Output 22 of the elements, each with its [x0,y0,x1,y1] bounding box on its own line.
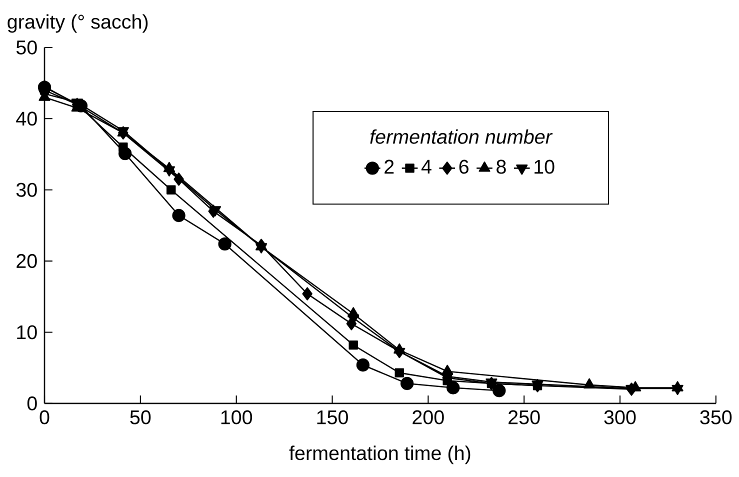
legend-title: fermentation number [370,130,553,144]
legend-label: 4 [421,160,432,174]
legend-label: 2 [384,160,394,174]
y-tick-label: 40 [16,112,37,126]
x-tick-label: 100 [221,410,252,424]
x-tick-label: 150 [317,410,348,424]
legend-label: 8 [496,160,506,174]
y-tick-label: 0 [27,396,37,411]
legend-label: 6 [459,160,468,174]
x-tick-label: 200 [412,410,444,424]
y-tick-label: 20 [16,254,37,268]
y-tick-label: 10 [17,325,37,340]
y-axis-title: gravity (° sacch) [8,14,148,33]
x-tick-label: 50 [130,410,151,424]
x-tick-label: 300 [604,410,636,424]
y-tick-label: 50 [16,40,37,55]
y-tick-label: 30 [16,183,37,198]
x-axis-title: fermentation time (h) [289,446,470,464]
x-tick-label: 250 [508,410,540,424]
x-tick-label: 0 [40,410,50,424]
x-tick-label: 350 [700,410,732,424]
legend-label: 10 [534,160,554,174]
